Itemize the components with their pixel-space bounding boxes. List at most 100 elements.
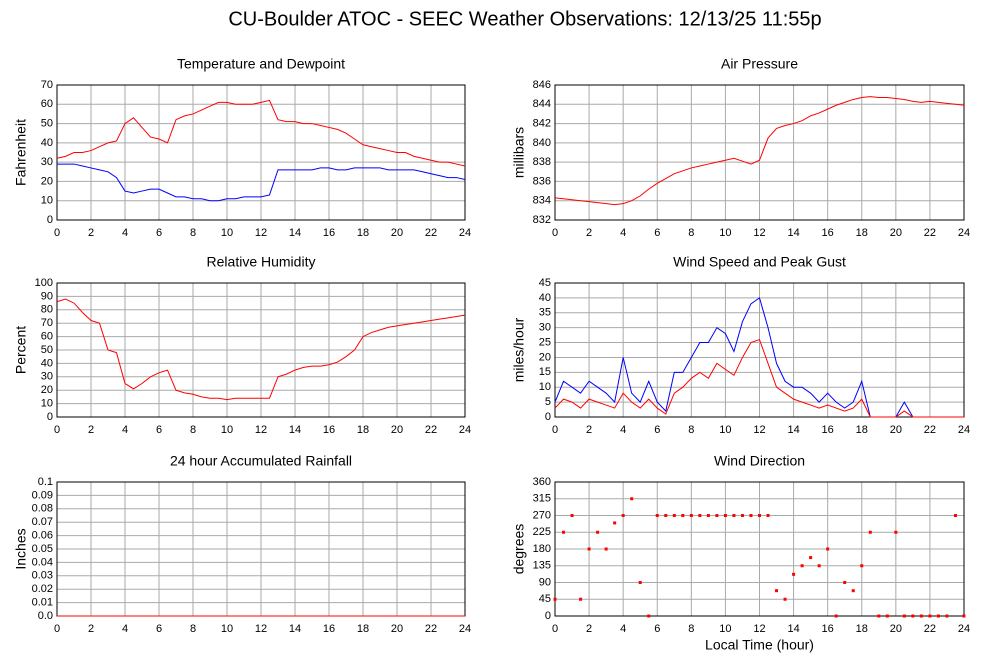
plot-frame bbox=[554, 84, 965, 221]
data-point bbox=[579, 597, 583, 601]
x-tick-label: 4 bbox=[620, 623, 626, 635]
data-point bbox=[902, 614, 906, 618]
y-tick-label: 50 bbox=[41, 344, 53, 356]
x-tick-label: 14 bbox=[289, 623, 301, 635]
data-point bbox=[766, 514, 770, 517]
data-line bbox=[554, 338, 964, 418]
y-tick-label: 0.06 bbox=[32, 530, 53, 542]
x-tick-label: 16 bbox=[822, 623, 834, 635]
y-axis-label: Inches bbox=[13, 528, 29, 569]
x-tick-label: 16 bbox=[323, 623, 335, 635]
chart-title: Air Pressure bbox=[721, 56, 798, 72]
y-tick-label: 60 bbox=[41, 98, 53, 110]
y-axis-label: degrees bbox=[511, 524, 527, 575]
data-point bbox=[672, 514, 676, 517]
x-tick-label: 24 bbox=[459, 623, 471, 635]
data-point bbox=[681, 514, 685, 517]
data-line bbox=[57, 163, 466, 202]
data-point bbox=[834, 614, 838, 618]
data-point bbox=[860, 564, 864, 568]
x-tick-label: 24 bbox=[459, 227, 471, 239]
chart-title: Temperature and Dewpoint bbox=[177, 56, 345, 72]
data-point bbox=[800, 564, 804, 568]
x-tick-label: 12 bbox=[255, 227, 267, 239]
x-tick-label: 18 bbox=[357, 623, 369, 635]
y-tick-label: 25 bbox=[539, 336, 551, 348]
chart-title: Wind Speed and Peak Gust bbox=[673, 254, 846, 270]
y-tick-label: 846 bbox=[533, 79, 551, 91]
x-tick-label: 4 bbox=[620, 424, 626, 436]
data-point bbox=[604, 547, 608, 551]
y-axis-label: Percent bbox=[13, 326, 29, 374]
data-line bbox=[56, 298, 466, 401]
data-point bbox=[826, 547, 830, 551]
y-tick-label: 0 bbox=[545, 610, 551, 622]
x-tick-label: 2 bbox=[586, 424, 592, 436]
data-point bbox=[570, 514, 574, 517]
x-tick-label: 2 bbox=[88, 424, 94, 436]
y-tick-label: 100 bbox=[35, 277, 53, 289]
x-tick-label: 8 bbox=[190, 623, 196, 635]
y-tick-label: 90 bbox=[41, 290, 53, 302]
x-tick-label: 20 bbox=[391, 623, 403, 635]
x-tick-label: 2 bbox=[586, 227, 592, 239]
x-tick-label: 4 bbox=[122, 424, 128, 436]
x-tick-label: 12 bbox=[753, 623, 765, 635]
data-point bbox=[621, 514, 625, 517]
data-point bbox=[809, 556, 813, 560]
y-tick-label: 840 bbox=[533, 137, 551, 149]
data-point bbox=[706, 514, 710, 517]
y-tick-label: 45 bbox=[539, 593, 551, 605]
data-point bbox=[843, 581, 847, 584]
data-point bbox=[732, 514, 736, 517]
x-tick-label: 4 bbox=[122, 227, 128, 239]
x-tick-label: 0 bbox=[552, 424, 558, 436]
x-tick-label: 4 bbox=[620, 227, 626, 239]
data-point bbox=[689, 514, 693, 517]
y-tick-label: 10 bbox=[41, 398, 53, 410]
x-tick-label: 0 bbox=[552, 623, 558, 635]
y-tick-label: 836 bbox=[533, 175, 551, 187]
plot-frame bbox=[56, 84, 466, 221]
y-tick-label: 30 bbox=[539, 322, 551, 334]
data-point bbox=[749, 514, 753, 517]
y-tick-label: 45 bbox=[539, 277, 551, 289]
x-tick-label: 10 bbox=[719, 424, 731, 436]
y-tick-label: 135 bbox=[533, 560, 551, 572]
y-tick-label: 0.03 bbox=[32, 570, 53, 582]
y-tick-label: 838 bbox=[533, 156, 551, 168]
data-point bbox=[783, 597, 787, 601]
y-tick-label: 80 bbox=[41, 304, 53, 316]
y-tick-label: 30 bbox=[41, 156, 53, 168]
y-tick-label: 40 bbox=[41, 357, 53, 369]
data-point bbox=[868, 530, 872, 534]
data-point bbox=[562, 530, 566, 534]
y-axis-label: Fahrenheit bbox=[13, 119, 29, 186]
y-tick-label: 15 bbox=[539, 366, 551, 378]
x-tick-label: 14 bbox=[289, 227, 301, 239]
x-tick-label: 20 bbox=[890, 424, 902, 436]
data-point bbox=[715, 514, 719, 517]
data-point bbox=[596, 530, 600, 534]
y-tick-label: 0.01 bbox=[32, 597, 53, 609]
y-tick-label: 10 bbox=[41, 195, 53, 207]
x-tick-label: 22 bbox=[924, 227, 936, 239]
x-tick-label: 2 bbox=[88, 623, 94, 635]
data-point bbox=[851, 589, 855, 593]
data-line bbox=[56, 99, 466, 167]
x-tick-label: 14 bbox=[289, 424, 301, 436]
data-point bbox=[613, 521, 617, 525]
x-tick-label: 10 bbox=[221, 227, 233, 239]
chart-title: Wind Direction bbox=[714, 453, 805, 469]
x-tick-label: 14 bbox=[787, 424, 799, 436]
main-title: CU-Boulder ATOC - SEEC Weather Observati… bbox=[228, 8, 821, 30]
x-tick-label: 14 bbox=[787, 227, 799, 239]
data-point bbox=[885, 614, 889, 618]
data-point bbox=[936, 614, 940, 618]
x-tick-label: 0 bbox=[552, 227, 558, 239]
x-tick-label: 0 bbox=[54, 424, 60, 436]
y-tick-label: 0 bbox=[545, 411, 551, 423]
data-point bbox=[792, 572, 796, 576]
y-tick-label: 10 bbox=[539, 381, 551, 393]
x-tick-label: 12 bbox=[753, 424, 765, 436]
